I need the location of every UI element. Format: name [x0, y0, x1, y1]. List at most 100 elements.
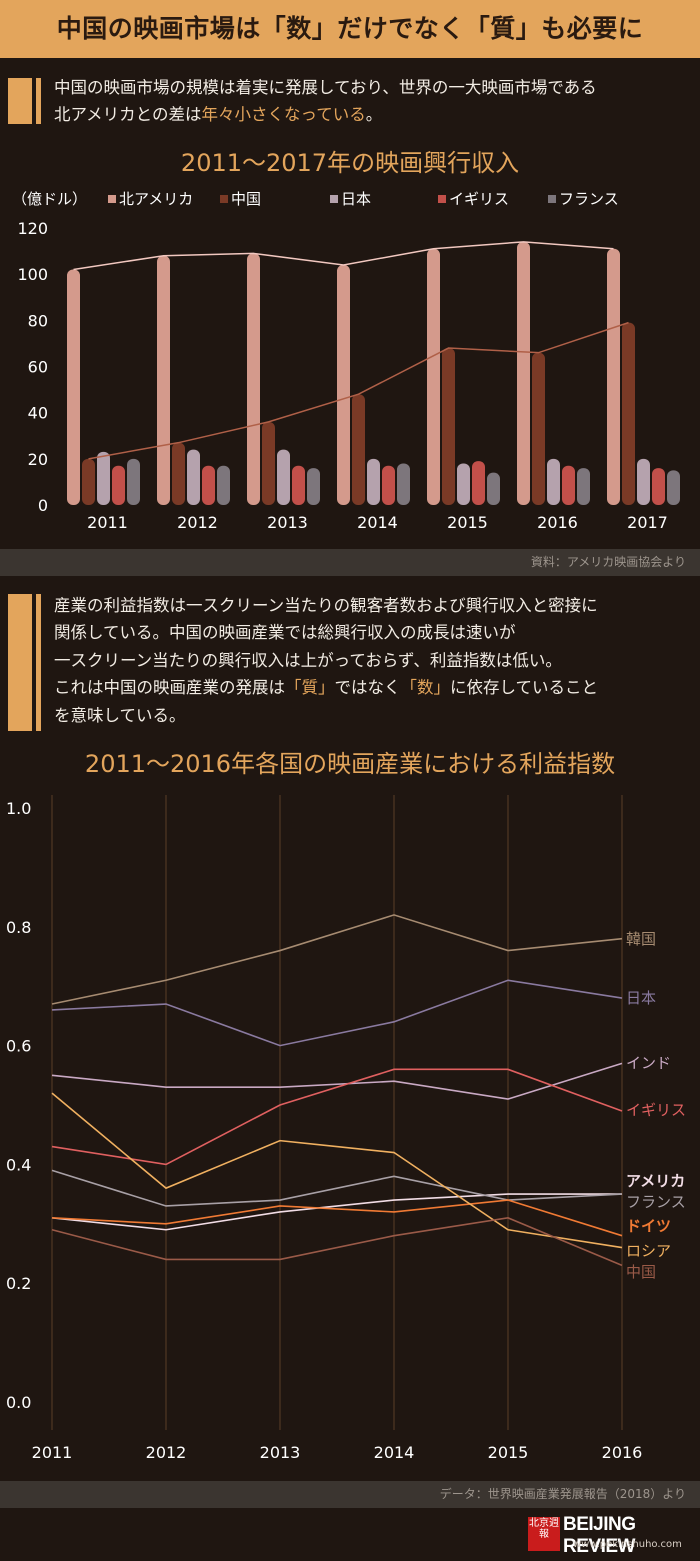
bar-2016-0 [517, 241, 530, 505]
x-tick-2015: 2015 [488, 1443, 529, 1462]
legend-swatch-1 [220, 195, 228, 203]
bar-2017-3 [652, 468, 665, 505]
bar-chart-title: 2011〜2017年の映画興行収入 [180, 149, 520, 177]
y-tick-2: 40 [28, 404, 48, 423]
section-marker-2-thin [36, 594, 41, 731]
series-label-1: 日本 [626, 989, 656, 1007]
series-line-6 [51, 1199, 623, 1237]
x-tick-2014: 2014 [374, 1443, 415, 1462]
logo-url: www.pekinshuho.com [573, 1539, 682, 1550]
source-note-1: 資料：アメリカ映画協会より [530, 555, 686, 569]
bar-2013-1 [262, 421, 275, 505]
legend-label-2: 日本 [341, 190, 371, 208]
x-tick-2015: 2015 [447, 513, 488, 532]
trend-line-1 [88, 321, 629, 460]
intro2-line5: を意味している。 [54, 705, 186, 725]
bar-2016-4 [577, 468, 590, 505]
intro2-line3: 一スクリーン当たりの興行収入は上がっておらず、利益指数は低い。 [54, 650, 562, 670]
series-line-2 [51, 1062, 623, 1100]
bar-2014-3 [382, 465, 395, 505]
bar-2013-2 [277, 449, 290, 505]
series-label-3: イギリス [626, 1101, 686, 1119]
y-tick-4: 0.8 [6, 918, 31, 937]
logo-chinese: 北京週報 [529, 1518, 559, 1540]
intro1-line2-b: 。 [365, 105, 383, 124]
x-tick-2013: 2013 [260, 1443, 301, 1462]
series-label-4: アメリカ [626, 1172, 685, 1190]
y-tick-3: 0.6 [6, 1037, 31, 1056]
intro2-line4-a: これは中国の映画産業の発展は [54, 678, 285, 698]
bar-2016-3 [562, 465, 575, 505]
bar-2013-4 [307, 468, 320, 505]
bar-2014-2 [367, 458, 380, 505]
section-marker-thin [36, 78, 41, 124]
bar-2014-0 [337, 264, 350, 505]
intro2-line2: 関係している。中国の映画産業では総興行収入の成長は速いが [54, 623, 516, 643]
x-tick-2012: 2012 [146, 1443, 187, 1462]
bar-2016-2 [547, 458, 560, 505]
source-bar-1: 資料：アメリカ映画協会より [0, 549, 700, 576]
legend-swatch-4 [548, 195, 556, 203]
bar-2014-4 [397, 463, 410, 505]
series-line-1 [51, 979, 623, 1047]
series-line-5 [51, 1169, 623, 1207]
intro1-accent: 年々小さくなっている [201, 105, 366, 124]
line-chart-title: 2011〜2016年各国の映画産業における利益指数 [84, 750, 616, 778]
y-tick-6: 120 [17, 219, 48, 238]
y-tick-1: 20 [28, 450, 48, 469]
source-note-2: データ：世界映画産業発展報告（2018）より [439, 1487, 686, 1501]
legend-swatch-2 [330, 195, 338, 203]
bar-2011-0 [67, 269, 80, 505]
series-label-7: ロシア [626, 1242, 671, 1260]
y-tick-4: 80 [28, 311, 48, 330]
legend-swatch-3 [438, 195, 446, 203]
series-line-7 [51, 1092, 623, 1249]
x-tick-2011: 2011 [87, 513, 128, 532]
bar-2017-1 [622, 322, 635, 505]
title-banner [0, 0, 700, 58]
trend-line-0 [73, 241, 614, 271]
y-tick-3: 60 [28, 358, 48, 377]
bar-2015-0 [427, 248, 440, 505]
intro-paragraph-2: 産業の利益指数は一スクリーン当たりの観客者数および興行収入と密接に 関係している… [54, 592, 694, 729]
bar-2012-0 [157, 255, 170, 505]
x-tick-2012: 2012 [177, 513, 218, 532]
bar-2013-3 [292, 465, 305, 505]
bar-2014-1 [352, 394, 365, 505]
section-marker [8, 78, 32, 124]
source-bar-2: データ：世界映画産業発展報告（2018）より [0, 1481, 700, 1508]
legend-label-3: イギリス [449, 190, 509, 208]
intro2-quality: 「質」 [285, 678, 335, 698]
legend-label-0: 北アメリカ [119, 190, 193, 208]
x-tick-2013: 2013 [267, 513, 308, 532]
series-label-8: 中国 [626, 1263, 656, 1281]
legend-label-4: フランス [559, 190, 619, 208]
series-line-0 [51, 914, 623, 1005]
line-chart: 2011 2012 2013 2014 2015 2016 0.0 0.2 0.4 0.6 0.8 1… [6, 795, 686, 1462]
y-tick-1: 0.2 [6, 1274, 31, 1293]
bar-chart: （億ドル） 北アメリカ 中国 日本 イギリス フランス 0 20 40 60 80 100 120 201… [12, 190, 680, 532]
legend-label-1: 中国 [231, 190, 261, 208]
y-axis-label: （億ドル） [12, 190, 87, 208]
bar-2011-2 [97, 451, 110, 505]
bar-2015-2 [457, 463, 470, 505]
y-tick-2: 0.4 [6, 1155, 31, 1174]
y-tick-0: 0.0 [6, 1393, 31, 1412]
x-tick-2014: 2014 [357, 513, 398, 532]
intro1-line1: 中国の映画市場の規模は着実に発展しており、世界の一大映画市場である [54, 78, 597, 97]
logo-name: BEIJING REVIEW [563, 1514, 636, 1557]
bar-2012-2 [187, 449, 200, 505]
page-title: 中国の映画市場は「数」だけでなく「質」も必要に [56, 14, 644, 43]
bar-2017-0 [607, 248, 620, 505]
intro2-line4-c: に依存していること [450, 678, 599, 698]
series-label-2: インド [626, 1054, 671, 1072]
bar-2015-1 [442, 348, 455, 505]
series-line-4 [51, 1193, 622, 1231]
intro1-line2: 北アメリカとの差は年々小さくなっている。 [54, 101, 694, 128]
bar-2012-3 [202, 465, 215, 505]
intro2-line4: これは中国の映画産業の発展は「質」ではなく「数」に依存していること [54, 674, 694, 701]
x-tick-2016: 2016 [537, 513, 578, 532]
section-marker-2 [8, 594, 32, 731]
legend-swatch-0 [108, 195, 116, 203]
series-line-3 [51, 1068, 623, 1166]
